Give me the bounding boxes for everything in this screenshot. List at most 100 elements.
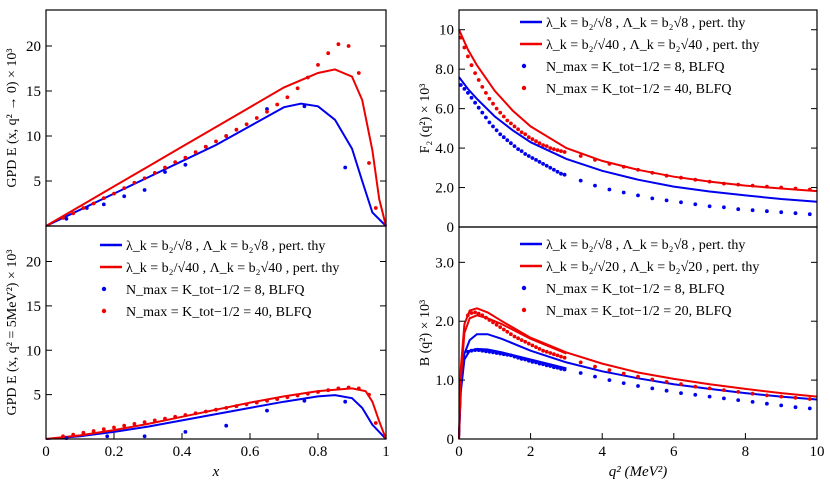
data-point	[707, 204, 712, 209]
data-point	[523, 152, 528, 156]
y-tick-label: 1.0	[435, 373, 454, 389]
data-point	[346, 44, 351, 48]
data-point	[548, 165, 553, 170]
data-point	[555, 169, 560, 174]
data-point	[779, 210, 784, 215]
data-point	[71, 211, 76, 216]
data-point	[476, 311, 481, 316]
data-point	[526, 135, 531, 140]
data-point	[519, 149, 524, 154]
data-point	[494, 128, 499, 133]
series-line-3-1	[458, 307, 818, 440]
data-point	[285, 95, 290, 100]
data-point	[526, 341, 531, 346]
data-point	[183, 162, 188, 167]
legend-entry: λ_k = b₂/√8 , Λ_k = b₂√8 , pert. thy	[546, 16, 745, 31]
data-point	[578, 360, 583, 365]
x-tick-label: 6	[670, 444, 678, 460]
data-point	[494, 106, 499, 111]
data-point	[505, 329, 510, 334]
y-tick-label: 2.0	[435, 181, 454, 197]
x-tick-label: 0.4	[173, 444, 192, 460]
data-point	[562, 355, 567, 360]
data-point	[244, 402, 249, 407]
data-point	[636, 193, 640, 198]
data-point	[509, 141, 513, 146]
data-point	[122, 194, 127, 199]
data-point	[152, 418, 157, 423]
series-line-0-0	[45, 102, 387, 227]
data-point	[480, 313, 485, 318]
data-point	[498, 110, 503, 115]
data-point	[530, 137, 535, 142]
data-point	[523, 339, 528, 344]
data-point	[498, 351, 503, 356]
data-point	[693, 392, 698, 397]
data-point	[621, 381, 626, 385]
data-point	[621, 371, 626, 376]
data-point	[326, 51, 331, 56]
data-point	[142, 434, 147, 439]
series-line-2-0	[458, 76, 818, 203]
y-axis-label: F₂ (q²) × 10³	[418, 84, 433, 154]
data-point	[548, 351, 553, 355]
data-point	[552, 167, 556, 172]
data-point	[736, 207, 741, 212]
data-point	[462, 87, 467, 91]
x-tick-label: 0	[42, 444, 50, 460]
data-point	[534, 345, 538, 349]
data-point	[578, 178, 583, 183]
data-point	[664, 380, 669, 384]
data-point	[122, 186, 127, 191]
legend-entry: N_max = K_tot−1/2 = 8, BLFQ	[546, 282, 724, 297]
data-point	[142, 176, 147, 181]
data-point	[265, 398, 269, 403]
data-point	[275, 397, 280, 401]
data-point	[302, 104, 307, 109]
legend-entry: λ_k = b₂/√8 , Λ_k = b₂√8 , pert. thy	[546, 238, 745, 253]
data-point	[491, 350, 495, 355]
data-point	[285, 395, 290, 400]
data-point	[469, 348, 474, 353]
data-point	[244, 122, 249, 127]
data-point	[650, 386, 655, 391]
data-point	[254, 116, 259, 120]
data-point	[519, 357, 524, 361]
data-point	[84, 206, 89, 210]
data-point	[122, 423, 127, 428]
data-point	[466, 313, 470, 318]
y-axis-label: GPD E (x, q² → 0) × 10³	[5, 48, 20, 187]
data-point	[779, 403, 784, 408]
data-point	[491, 101, 495, 106]
legend-swatch-dot	[521, 63, 527, 69]
data-point	[544, 349, 549, 354]
data-point	[607, 187, 612, 192]
y-tick-label: 0	[447, 432, 455, 448]
data-point	[473, 71, 477, 75]
data-point	[343, 399, 348, 404]
data-point	[537, 160, 542, 164]
legend-entry: N_max = K_tot−1/2 = 8, BLFQ	[126, 283, 304, 298]
data-point	[480, 85, 485, 89]
data-point	[458, 83, 463, 87]
data-point	[750, 400, 755, 404]
data-point	[523, 357, 528, 362]
data-point	[469, 311, 474, 315]
data-point	[142, 420, 147, 424]
data-point	[541, 348, 545, 353]
data-point	[544, 363, 549, 368]
data-point	[650, 377, 655, 382]
data-point	[316, 63, 320, 67]
data-point	[544, 144, 549, 149]
data-point	[305, 391, 310, 396]
data-point	[516, 147, 520, 152]
data-point	[81, 206, 86, 210]
data-point	[537, 347, 542, 351]
data-point	[367, 392, 371, 397]
data-point	[193, 411, 198, 416]
data-point	[326, 388, 331, 393]
data-point	[636, 384, 640, 388]
data-point	[484, 91, 488, 95]
data-point	[193, 150, 198, 155]
data-point	[214, 139, 218, 144]
